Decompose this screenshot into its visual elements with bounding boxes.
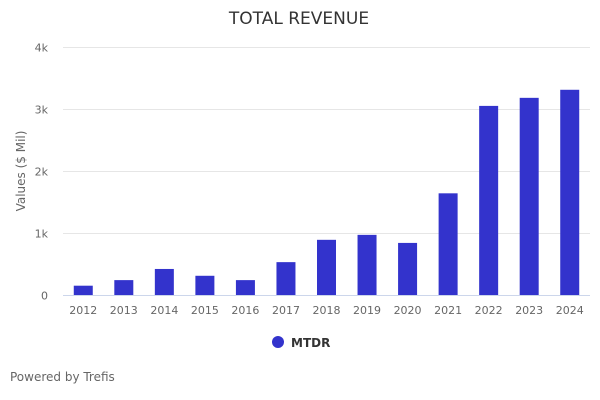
- bar-2019[interactable]: [357, 234, 377, 295]
- x-tick-label: 2023: [515, 304, 543, 317]
- legend-label: MTDR: [291, 336, 330, 350]
- y-tick-label: 3k: [35, 104, 49, 117]
- bar-2020[interactable]: [398, 242, 418, 295]
- bar-2017[interactable]: [276, 262, 296, 295]
- x-tick-label: 2012: [69, 304, 97, 317]
- bar-2024[interactable]: [560, 89, 580, 295]
- y-axis-ticks: 0 1k 2k 3k 4k: [35, 42, 49, 303]
- x-tick-label: 2016: [231, 304, 259, 317]
- bar-2023[interactable]: [519, 97, 539, 295]
- bars: [73, 89, 580, 296]
- y-tick-label: 2k: [35, 166, 49, 179]
- bar-2021[interactable]: [438, 193, 458, 295]
- y-tick-label: 4k: [35, 42, 49, 55]
- x-tick-label: 2015: [191, 304, 219, 317]
- y-tick-label: 0: [41, 290, 48, 303]
- x-tick-label: 2014: [150, 304, 178, 317]
- bar-2018[interactable]: [317, 239, 336, 295]
- legend-item-mtdr[interactable]: MTDR: [272, 336, 330, 350]
- x-tick-label: 2019: [353, 304, 381, 317]
- bar-2016[interactable]: [235, 280, 255, 295]
- bar-2013[interactable]: [114, 280, 134, 295]
- y-tick-label: 1k: [35, 228, 49, 241]
- x-tick-label: 2018: [313, 304, 341, 317]
- powered-by-credit[interactable]: Powered by Trefis: [10, 370, 115, 384]
- x-tick-label: 2024: [556, 304, 584, 317]
- gridlines: [63, 47, 590, 234]
- bar-2012[interactable]: [73, 285, 93, 295]
- x-tick-label: 2017: [272, 304, 300, 317]
- chart-title: TOTAL REVENUE: [228, 9, 369, 29]
- x-tick-label: 2020: [394, 304, 422, 317]
- bar-2014[interactable]: [154, 268, 174, 295]
- x-tick-label: 2013: [110, 304, 138, 317]
- bar-2015[interactable]: [195, 275, 215, 295]
- bar-2022[interactable]: [479, 105, 499, 296]
- y-axis-label: Values ($ Mil): [14, 131, 28, 212]
- x-tick-label: 2022: [475, 304, 503, 317]
- x-tick-label: 2021: [434, 304, 462, 317]
- x-axis-ticks: 2012 2013 2014 2015 2016 2017 2018 2019 2020 2021…: [69, 304, 583, 317]
- legend-marker: [272, 336, 284, 348]
